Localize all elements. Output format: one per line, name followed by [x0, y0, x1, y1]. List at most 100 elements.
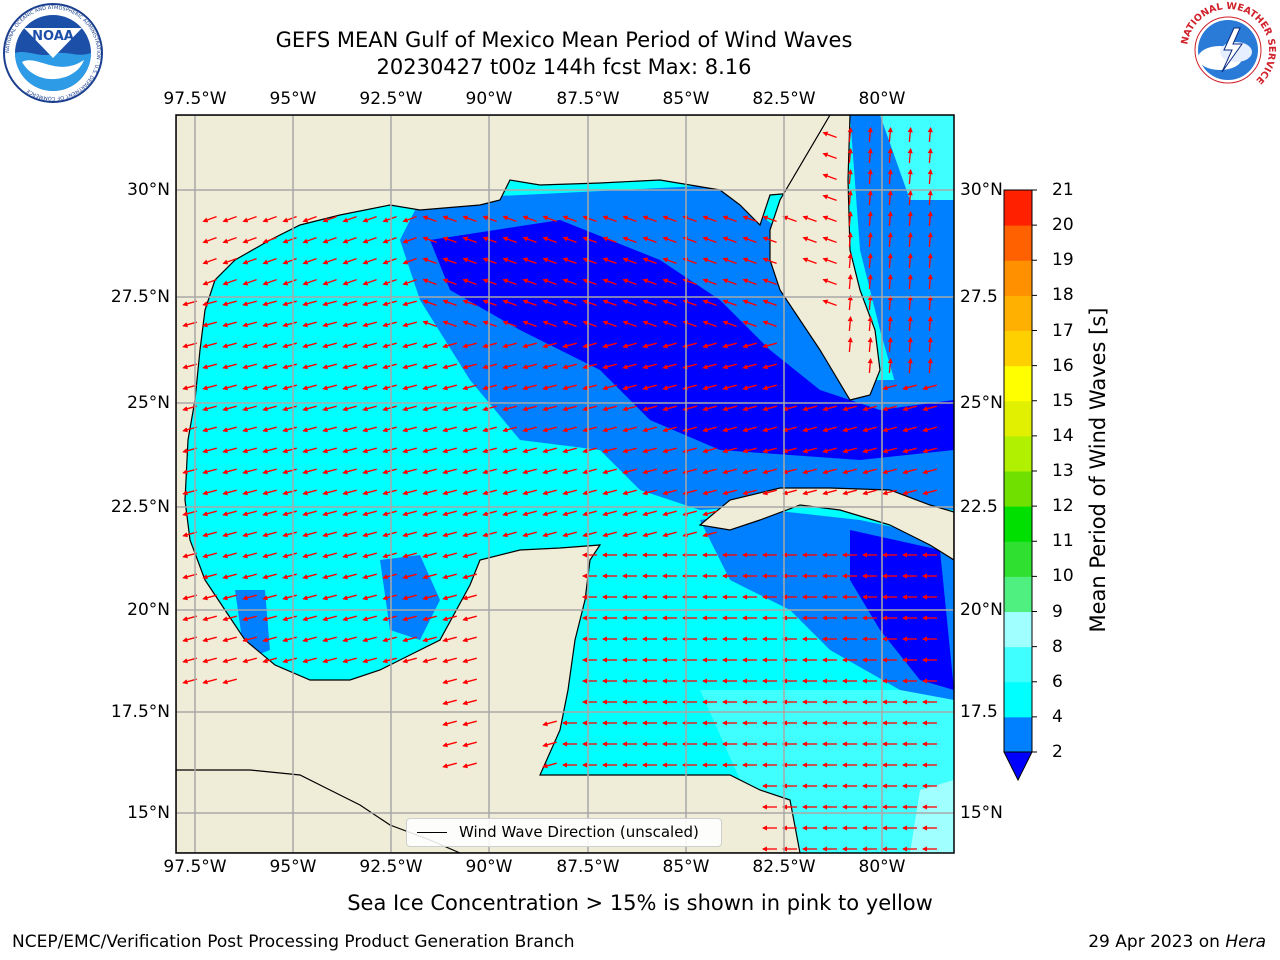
direction-arrow	[742, 384, 757, 391]
direction-arrow	[482, 405, 497, 412]
direction-arrow	[847, 273, 853, 290]
direction-arrow	[642, 426, 657, 433]
direction-arrow	[642, 278, 657, 286]
direction-arrow	[302, 489, 317, 496]
direction-arrow	[322, 384, 337, 391]
direction-arrow	[602, 278, 617, 286]
direction-arrow	[702, 426, 717, 433]
lon-tick-top: 92.5°W	[359, 89, 423, 109]
direction-arrow	[602, 531, 617, 538]
direction-arrow	[907, 336, 913, 353]
direction-arrow	[422, 215, 437, 223]
direction-arrow	[202, 447, 217, 454]
direction-arrow	[562, 278, 577, 286]
direction-arrow	[542, 510, 557, 517]
direction-arrow	[482, 257, 497, 265]
direction-arrow	[402, 636, 417, 643]
direction-arrow	[522, 257, 537, 265]
direction-arrow	[622, 278, 637, 286]
direction-arrow	[462, 594, 477, 601]
colorbar-segment	[1004, 225, 1032, 261]
direction-arrow	[402, 321, 417, 328]
direction-arrow	[887, 189, 893, 206]
direction-arrow	[562, 384, 577, 391]
direction-arrow	[522, 447, 537, 454]
direction-arrow	[302, 615, 317, 622]
direction-arrow	[382, 657, 397, 664]
direction-arrow	[402, 573, 417, 580]
direction-arrow	[522, 363, 537, 370]
direction-arrow	[222, 405, 237, 412]
colorbar-tick-label: 8	[1052, 636, 1063, 657]
direction-arrow	[222, 594, 237, 601]
direction-arrow	[222, 468, 237, 475]
direction-arrow	[542, 257, 557, 265]
direction-arrow	[602, 215, 617, 223]
direction-arrow	[442, 468, 457, 475]
direction-arrow	[662, 278, 677, 286]
direction-arrow	[622, 215, 637, 223]
direction-arrow	[462, 678, 477, 685]
direction-arrow	[402, 531, 417, 538]
direction-arrow	[442, 594, 457, 601]
direction-arrow	[762, 405, 777, 412]
direction-arrow	[442, 573, 457, 580]
direction-arrow	[202, 552, 217, 559]
direction-arrow	[562, 299, 577, 307]
direction-arrow	[762, 363, 777, 370]
direction-arrow	[762, 278, 777, 286]
direction-arrow	[382, 215, 397, 223]
direction-arrow	[242, 657, 257, 664]
direction-arrow	[662, 405, 677, 412]
direction-arrow	[867, 168, 873, 185]
direction-arrow	[842, 405, 857, 412]
direction-arrow	[482, 215, 497, 223]
direction-arrow	[282, 426, 297, 433]
direction-arrow	[342, 489, 357, 496]
direction-arrow	[222, 342, 237, 349]
direction-arrow	[882, 489, 897, 496]
direction-arrow	[362, 236, 377, 244]
direction-arrow	[302, 468, 317, 475]
direction-arrow	[622, 299, 637, 307]
direction-arrow	[642, 215, 657, 223]
colorbar-segment	[1004, 471, 1032, 507]
direction-arrow	[462, 426, 477, 433]
lat-tick-left: 27.5°N	[110, 287, 170, 307]
direction-arrow	[862, 405, 877, 412]
direction-arrow	[262, 657, 277, 664]
direction-arrow	[922, 405, 937, 412]
direction-arrow	[302, 321, 317, 328]
colorbar-segment	[1004, 365, 1032, 402]
direction-arrow	[502, 342, 517, 349]
direction-arrow	[362, 363, 377, 370]
direction-arrow	[522, 426, 537, 433]
direction-arrow	[342, 426, 357, 433]
direction-arrow	[222, 426, 237, 433]
direction-arrow	[262, 426, 277, 433]
direction-arrow	[742, 320, 757, 328]
direction-arrow	[262, 447, 277, 454]
direction-arrow	[542, 426, 557, 433]
direction-arrow	[262, 594, 277, 601]
direction-arrow	[722, 215, 737, 223]
direction-arrow	[462, 468, 477, 475]
direction-arrow	[202, 215, 217, 223]
direction-arrow	[342, 615, 357, 622]
direction-arrow	[642, 510, 657, 517]
direction-arrow	[282, 405, 297, 412]
direction-arrow	[362, 342, 377, 349]
direction-arrow	[262, 300, 277, 307]
direction-arrow	[202, 342, 217, 349]
footer-date: 29 Apr 2023 on Hera	[1088, 932, 1266, 952]
direction-arrow	[622, 405, 637, 412]
lat-tick-right: 22.5	[960, 497, 998, 517]
direction-arrow	[542, 215, 557, 223]
direction-arrow	[422, 426, 437, 433]
colorbar-segment	[1004, 435, 1032, 472]
direction-arrow	[402, 278, 417, 286]
direction-arrow	[302, 363, 317, 370]
direction-arrow	[702, 510, 717, 517]
direction-arrow	[927, 315, 933, 332]
direction-arrow	[362, 426, 377, 433]
